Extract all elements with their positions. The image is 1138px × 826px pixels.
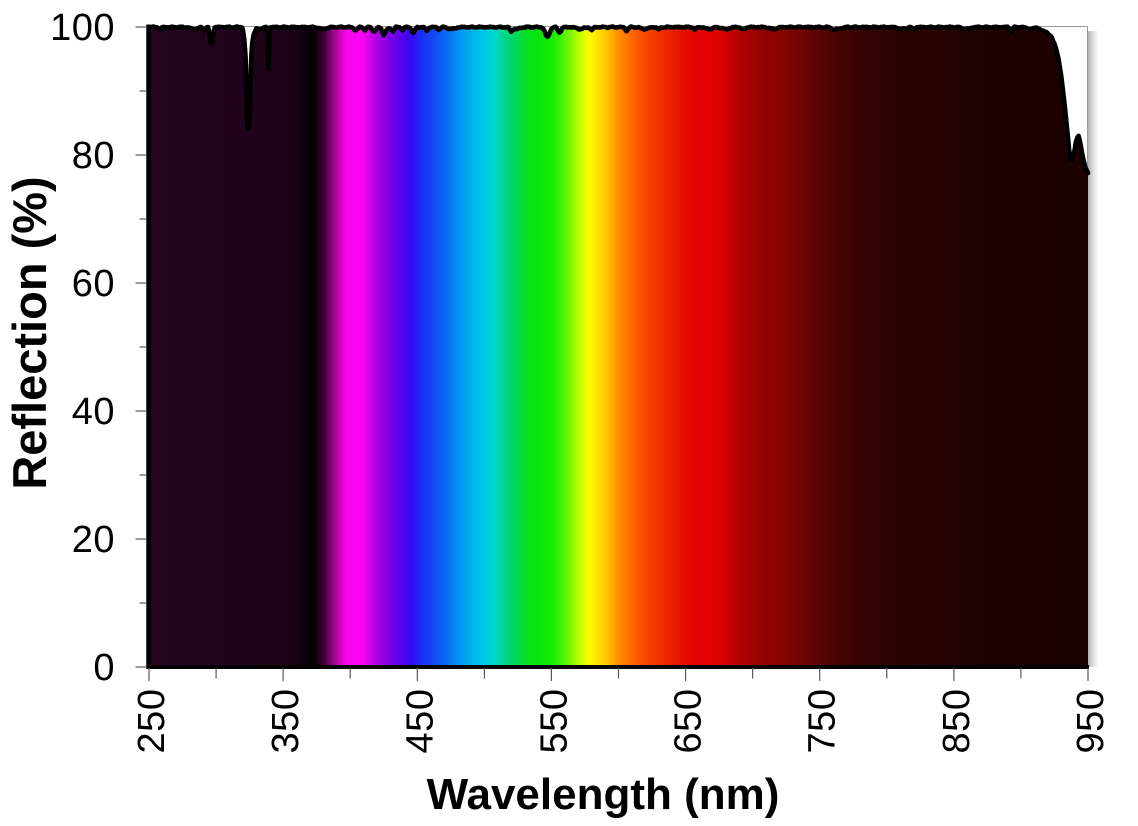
svg-text:20: 20 <box>72 519 115 561</box>
svg-text:0: 0 <box>93 647 115 689</box>
svg-text:550: 550 <box>533 689 575 754</box>
svg-text:100: 100 <box>50 7 115 49</box>
svg-text:40: 40 <box>72 391 115 433</box>
svg-text:250: 250 <box>131 689 173 754</box>
svg-text:450: 450 <box>399 689 441 754</box>
svg-text:60: 60 <box>72 263 115 305</box>
svg-text:Wavelength (nm): Wavelength (nm) <box>427 770 780 819</box>
svg-text:650: 650 <box>668 689 710 754</box>
svg-text:Reflection (%): Reflection (%) <box>3 176 56 489</box>
svg-text:850: 850 <box>936 689 978 754</box>
svg-text:80: 80 <box>72 135 115 177</box>
svg-text:750: 750 <box>802 689 844 754</box>
svg-text:350: 350 <box>265 689 307 754</box>
svg-text:950: 950 <box>1070 689 1112 754</box>
